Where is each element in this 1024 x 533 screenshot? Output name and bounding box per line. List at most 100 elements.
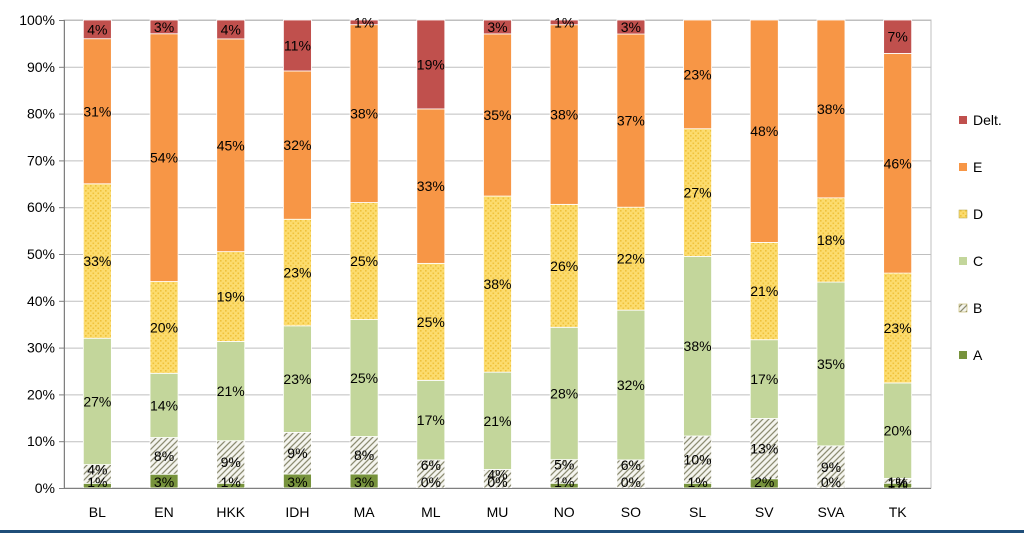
data-label-d: 22% bbox=[617, 251, 645, 267]
data-label-a: 2% bbox=[754, 474, 774, 490]
bar-segment-b-sva bbox=[816, 445, 846, 489]
data-label-d: 18% bbox=[817, 232, 845, 248]
data-label-a: 0% bbox=[421, 474, 441, 490]
bar-segment-delt-ma bbox=[349, 19, 379, 26]
data-label-delt: 1% bbox=[354, 14, 374, 30]
legend-label-b: B bbox=[973, 300, 982, 316]
bar-segment-c-mu bbox=[483, 371, 512, 470]
data-label-b: 4% bbox=[487, 466, 507, 482]
bar-segment-e-so bbox=[616, 33, 646, 208]
x-tick-label: BL bbox=[89, 504, 106, 520]
bottom-rule bbox=[0, 530, 1024, 533]
data-label-c: 17% bbox=[417, 412, 445, 428]
data-label-b: 13% bbox=[750, 441, 778, 457]
bar-segment-b-idh bbox=[283, 431, 312, 475]
bar-segment-delt-idh bbox=[283, 19, 312, 72]
data-label-e: 37% bbox=[617, 113, 645, 129]
bar-segment-d-hkk bbox=[216, 251, 246, 342]
data-label-d: 33% bbox=[83, 253, 111, 269]
legend-swatch-d bbox=[958, 209, 968, 219]
data-label-c: 38% bbox=[684, 338, 712, 354]
data-label-e: 46% bbox=[884, 155, 912, 171]
data-label-b: 9% bbox=[221, 454, 241, 470]
legend-label-a: A bbox=[973, 347, 983, 363]
bar-segment-b-ma bbox=[349, 436, 379, 475]
data-label-delt: 4% bbox=[221, 21, 241, 37]
bar-segment-e-sl bbox=[683, 19, 712, 130]
data-label-b: 9% bbox=[287, 445, 307, 461]
data-label-delt: 7% bbox=[888, 29, 908, 45]
data-label-b: 10% bbox=[684, 452, 712, 468]
x-tick-label: IDH bbox=[285, 504, 309, 520]
y-tick-label: 50% bbox=[27, 246, 55, 262]
data-label-e: 48% bbox=[750, 123, 778, 139]
data-label-d: 21% bbox=[750, 283, 778, 299]
data-label-delt: 4% bbox=[87, 21, 107, 37]
data-label-b: 8% bbox=[154, 448, 174, 464]
y-tick-label: 100% bbox=[19, 12, 55, 28]
data-label-a: 3% bbox=[287, 474, 307, 490]
bar-segment-d-mu bbox=[483, 195, 512, 373]
data-label-c: 21% bbox=[483, 413, 511, 429]
y-tick-label: 80% bbox=[27, 106, 55, 122]
data-label-d: 20% bbox=[150, 319, 178, 335]
x-tick-label: SV bbox=[755, 504, 774, 520]
data-label-c: 32% bbox=[617, 377, 645, 393]
data-label-b: 8% bbox=[354, 447, 374, 463]
bar-segment-e-sv bbox=[749, 19, 779, 243]
bar-segment-e-sva bbox=[816, 19, 846, 199]
data-label-delt: 19% bbox=[417, 56, 445, 72]
x-tick-label: SVA bbox=[817, 504, 845, 520]
x-tick-label: NO bbox=[554, 504, 575, 520]
legend-label-d: D bbox=[973, 206, 983, 222]
bar-segment-d-bl bbox=[82, 183, 112, 339]
y-tick-label: 40% bbox=[27, 293, 55, 309]
bar-segment-c-so bbox=[616, 309, 646, 461]
data-label-e: 31% bbox=[83, 103, 111, 119]
legend-swatch-e bbox=[959, 163, 967, 171]
data-label-d: 19% bbox=[217, 289, 245, 305]
y-tick-label: 20% bbox=[27, 386, 55, 402]
data-label-e: 35% bbox=[483, 107, 511, 123]
data-label-c: 20% bbox=[884, 423, 912, 439]
bar-segment-c-idh bbox=[283, 325, 312, 433]
legend-swatch-a bbox=[959, 351, 967, 359]
bar-segment-c-bl bbox=[82, 337, 112, 465]
data-label-b: 5% bbox=[554, 457, 574, 473]
data-label-a: 3% bbox=[354, 474, 374, 490]
x-tick-label: TK bbox=[889, 504, 908, 520]
y-tick-label: 0% bbox=[35, 480, 55, 496]
data-label-a: 1% bbox=[687, 474, 707, 490]
bar-segment-b-so bbox=[616, 459, 646, 489]
bar-segment-b-hkk bbox=[216, 440, 246, 484]
data-label-b: 6% bbox=[621, 457, 641, 473]
bar-segment-d-ml bbox=[416, 262, 446, 381]
bar-segment-d-ma bbox=[349, 202, 379, 320]
data-label-delt: 1% bbox=[554, 14, 574, 30]
legend-label-c: C bbox=[973, 253, 983, 269]
legend-swatch-b bbox=[958, 303, 968, 313]
bar-segment-delt-hkk bbox=[216, 19, 246, 40]
data-label-c: 14% bbox=[150, 397, 178, 413]
bar-segment-delt-tk bbox=[883, 19, 913, 54]
legend-swatch-c bbox=[959, 257, 967, 265]
data-label-e: 32% bbox=[283, 137, 311, 153]
legend-label-e: E bbox=[973, 159, 982, 175]
y-tick-label: 90% bbox=[27, 59, 55, 75]
bar-segment-b-sl bbox=[683, 435, 712, 484]
x-tick-label: ML bbox=[421, 504, 441, 520]
bar-segment-e-mu bbox=[483, 33, 512, 197]
data-label-e: 54% bbox=[150, 150, 178, 166]
bar-segment-d-sl bbox=[683, 128, 712, 257]
bar-segment-d-en bbox=[149, 281, 179, 374]
bar-segment-delt-ml bbox=[416, 19, 446, 110]
data-label-d: 23% bbox=[283, 265, 311, 281]
data-label-c: 35% bbox=[817, 356, 845, 372]
bar-segment-e-tk bbox=[883, 53, 913, 274]
bar-segment-b-en bbox=[149, 437, 179, 475]
y-tick-label: 10% bbox=[27, 433, 55, 449]
bar-segment-c-hkk bbox=[216, 341, 246, 442]
bar-segment-d-no bbox=[549, 203, 579, 328]
data-label-a: 1% bbox=[888, 474, 908, 490]
